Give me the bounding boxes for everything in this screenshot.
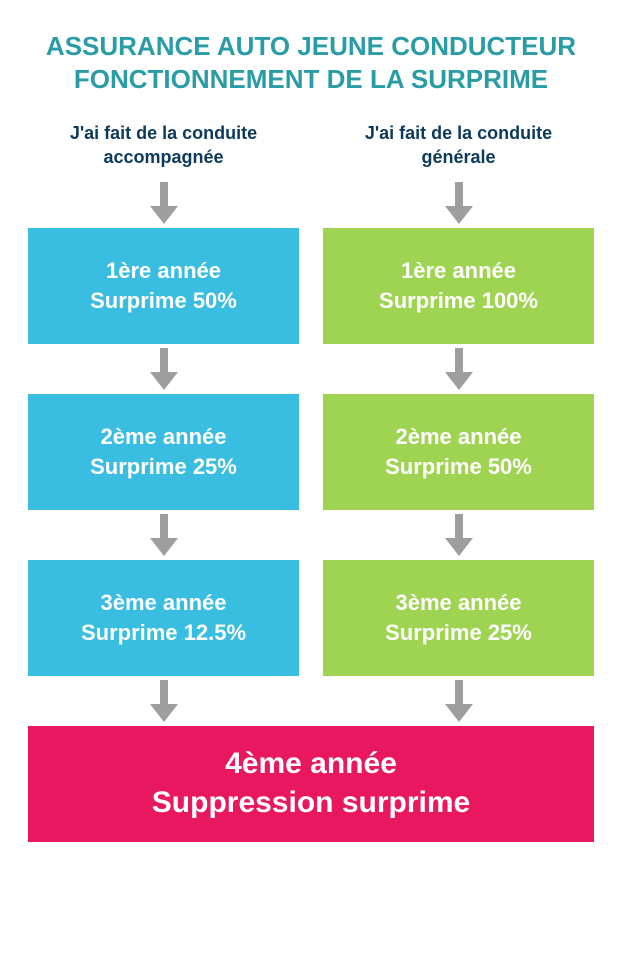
final-line-2: Suppression surprime [152,784,470,822]
final-box: 4ème année Suppression surprime [28,726,594,842]
step-line-2: Surprime 25% [385,618,532,648]
step-line-1: 1ère année [401,256,516,286]
title-line-2: FONCTIONNEMENT DE LA SURPRIME [28,63,594,96]
arrow-down-icon [445,510,473,560]
page-title: ASSURANCE AUTO JEUNE CONDUCTEUR FONCTION… [28,30,594,95]
step-box-3: 3ème année Surprime 12.5% [28,560,299,676]
step-box-3: 3ème année Surprime 25% [323,560,594,676]
arrow-down-icon [150,510,178,560]
arrow-down-icon [150,178,178,228]
header-line-1: J'ai fait de la conduite [70,121,257,145]
step-box-2: 2ème année Surprime 25% [28,394,299,510]
step-line-1: 3ème année [101,588,227,618]
arrow-down-icon [445,676,473,726]
title-line-1: ASSURANCE AUTO JEUNE CONDUCTEUR [28,30,594,63]
step-box-1: 1ère année Surprime 50% [28,228,299,344]
final-line-1: 4ème année [225,745,397,783]
step-line-1: 1ère année [106,256,221,286]
step-line-1: 2ème année [101,422,227,452]
step-box-2: 2ème année Surprime 50% [323,394,594,510]
column-header: J'ai fait de la conduite accompagnée [70,121,257,170]
arrow-down-icon [150,344,178,394]
step-line-1: 3ème année [396,588,522,618]
header-line-2: générale [365,145,552,169]
column-generale: J'ai fait de la conduite générale 1ère a… [323,121,594,726]
step-line-1: 2ème année [396,422,522,452]
step-line-2: Surprime 12.5% [81,618,246,648]
header-line-1: J'ai fait de la conduite [365,121,552,145]
step-line-2: Surprime 50% [90,286,237,316]
arrow-down-icon [445,178,473,228]
column-header: J'ai fait de la conduite générale [365,121,552,170]
step-line-2: Surprime 100% [379,286,538,316]
final-row: 4ème année Suppression surprime [28,726,594,842]
step-line-2: Surprime 25% [90,452,237,482]
step-box-1: 1ère année Surprime 100% [323,228,594,344]
arrow-down-icon [150,676,178,726]
flow-columns: J'ai fait de la conduite accompagnée 1èr… [28,121,594,726]
header-line-2: accompagnée [70,145,257,169]
column-accompagnee: J'ai fait de la conduite accompagnée 1èr… [28,121,299,726]
arrow-down-icon [445,344,473,394]
step-line-2: Surprime 50% [385,452,532,482]
